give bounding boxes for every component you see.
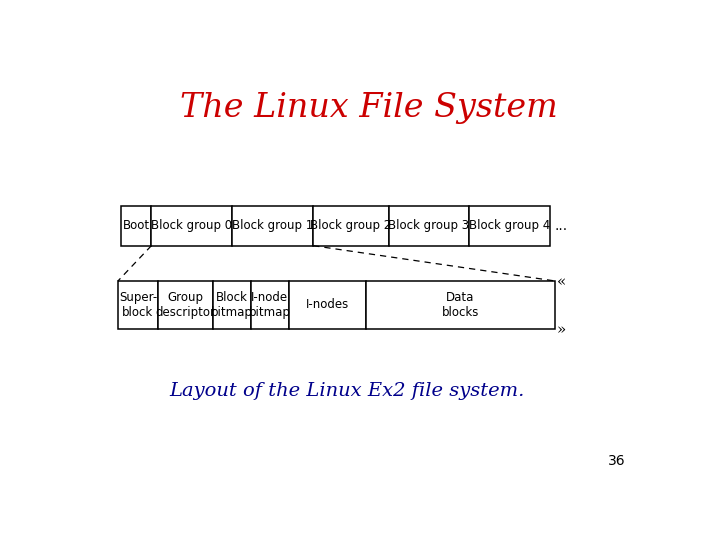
Bar (389, 206, 469, 246)
Text: Super-
block: Super- block (119, 291, 157, 319)
Bar (469, 206, 550, 246)
Bar (251, 281, 289, 329)
Text: Layout of the Linux Ex2 file system.: Layout of the Linux Ex2 file system. (169, 382, 524, 400)
Text: Boot: Boot (122, 219, 150, 232)
Bar (151, 206, 233, 246)
Text: Block
bitmap: Block bitmap (211, 291, 253, 319)
Text: Block group 3: Block group 3 (388, 219, 469, 232)
Text: Block group 2: Block group 2 (310, 219, 392, 232)
Bar (233, 206, 313, 246)
Text: I-node
bitmap: I-node bitmap (248, 291, 291, 319)
Text: »: » (557, 323, 566, 336)
Text: The Linux File System: The Linux File System (180, 92, 558, 124)
Text: «: « (557, 275, 566, 289)
Bar (289, 281, 366, 329)
Text: Data
blocks: Data blocks (442, 291, 480, 319)
Bar (213, 281, 251, 329)
Text: Block group 0: Block group 0 (151, 219, 233, 232)
Text: Group
descriptor: Group descriptor (156, 291, 215, 319)
Bar (121, 206, 151, 246)
Text: ...: ... (555, 219, 568, 233)
Text: 36: 36 (608, 454, 626, 468)
Text: Block group 1: Block group 1 (232, 219, 313, 232)
Bar (118, 281, 158, 329)
Bar (158, 281, 213, 329)
Bar (366, 281, 555, 329)
Bar (313, 206, 389, 246)
Text: Block group 4: Block group 4 (469, 219, 551, 232)
Text: I-nodes: I-nodes (305, 299, 348, 312)
